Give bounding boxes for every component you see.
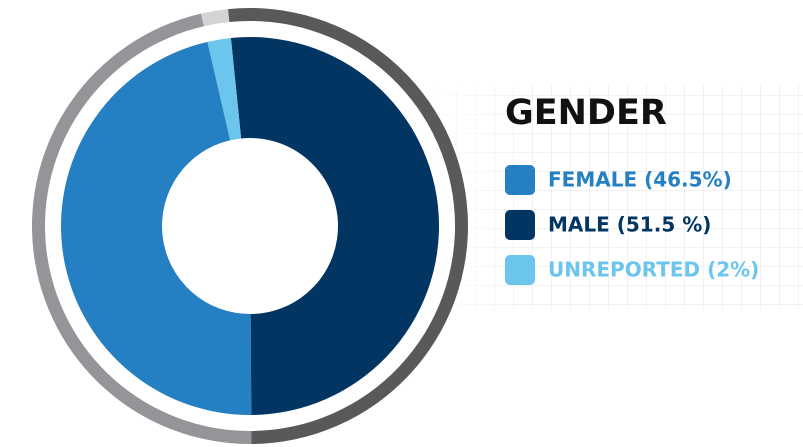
chart-title: GENDER (505, 93, 667, 133)
legend-swatch (505, 165, 535, 195)
legend-label: UNREPORTED (2%) (548, 258, 759, 282)
legend-swatch (505, 210, 535, 240)
legend: FEMALE (46.5%) MALE (51.5 %) UNREPORTED (2… (505, 165, 759, 285)
donut (32, 7, 469, 444)
legend-label: FEMALE (46.5%) (548, 168, 732, 192)
donut-slice (61, 41, 252, 415)
grid-fade (420, 85, 803, 310)
donut-slice (230, 37, 439, 415)
donut-slice (207, 37, 242, 141)
legend-swatch (505, 255, 535, 285)
legend-label: MALE (51.5 %) (548, 213, 711, 237)
ring-segment (200, 9, 230, 27)
